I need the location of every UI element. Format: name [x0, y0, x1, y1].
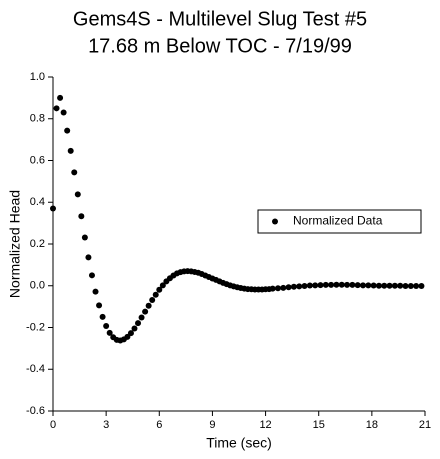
- x-tick-label: 18: [366, 419, 378, 431]
- y-tick-label: 1.0: [30, 71, 45, 83]
- y-tick-label: -0.2: [26, 321, 45, 333]
- data-point: [103, 323, 110, 330]
- x-tick-label: 3: [103, 419, 109, 431]
- data-point: [312, 282, 319, 289]
- data-point: [149, 296, 156, 303]
- data-point: [138, 314, 145, 321]
- y-tick-label: -0.4: [26, 363, 45, 375]
- data-point: [391, 282, 398, 289]
- y-tick-label: 0.0: [30, 280, 45, 292]
- data-point: [333, 281, 340, 288]
- data-point: [53, 105, 60, 112]
- data-point: [418, 282, 425, 289]
- x-tick-label: 12: [259, 419, 271, 431]
- data-point: [67, 147, 74, 154]
- data-point: [386, 282, 393, 289]
- data-point: [301, 282, 308, 289]
- data-point: [322, 281, 329, 288]
- x-tick-label: 9: [209, 419, 215, 431]
- x-tick-label: 21: [419, 419, 431, 431]
- data-point: [317, 282, 324, 289]
- data-point: [99, 313, 106, 320]
- data-point: [159, 282, 166, 289]
- data-point: [60, 109, 67, 116]
- data-point: [349, 281, 356, 288]
- data-point: [85, 254, 92, 261]
- data-point: [397, 282, 404, 289]
- data-point: [375, 282, 382, 289]
- data-point: [96, 302, 103, 309]
- data-point: [142, 308, 149, 315]
- data-point: [360, 282, 366, 289]
- data-point: [74, 191, 81, 198]
- data-point: [269, 285, 276, 292]
- data-point: [381, 282, 388, 289]
- data-point: [354, 282, 361, 289]
- data-point: [145, 302, 152, 309]
- data-point: [124, 333, 131, 340]
- y-tick-label: 0.4: [30, 196, 45, 208]
- chart-subtitle: 17.68 m Below TOC - 7/19/99: [88, 35, 352, 57]
- data-point: [71, 169, 78, 176]
- data-point: [274, 285, 281, 292]
- data-point: [402, 282, 409, 289]
- data-point: [344, 281, 351, 288]
- data-point: [88, 272, 95, 279]
- y-tick-label: 0.2: [30, 238, 45, 250]
- data-point: [285, 284, 292, 291]
- data-point: [370, 282, 377, 289]
- data-point: [78, 213, 85, 220]
- data-point: [81, 234, 88, 241]
- y-tick-label: -0.6: [26, 405, 45, 417]
- data-point: [127, 330, 134, 337]
- chart-title: Gems4S - Multilevel Slug Test #5: [73, 8, 367, 30]
- y-tick-label: 0.8: [30, 113, 45, 125]
- data-point: [328, 281, 335, 288]
- data-point: [296, 283, 303, 290]
- x-tick-label: 15: [313, 419, 325, 431]
- x-tick-label: 6: [156, 419, 162, 431]
- data-point: [135, 320, 142, 327]
- data-point: [131, 325, 138, 332]
- y-axis-label: Normalized Head: [7, 190, 23, 298]
- data-point: [156, 286, 163, 293]
- data-point: [106, 329, 113, 336]
- data-point: [152, 291, 159, 298]
- data-point: [413, 282, 420, 289]
- data-point: [338, 281, 345, 288]
- data-point: [407, 282, 414, 289]
- legend-box: [257, 209, 422, 234]
- data-point: [64, 127, 71, 134]
- data-point: [92, 288, 99, 295]
- legend-label: Normalized Data: [293, 214, 383, 228]
- data-point: [50, 205, 56, 212]
- data-point: [280, 284, 287, 291]
- legend-marker: [272, 218, 278, 225]
- x-tick-label: 0: [50, 419, 56, 431]
- data-point: [290, 283, 297, 290]
- data-point: [306, 282, 313, 289]
- data-point: [57, 94, 64, 101]
- x-axis-label: Time (sec): [206, 435, 272, 451]
- y-tick-label: 0.6: [30, 154, 45, 166]
- data-point: [365, 282, 372, 289]
